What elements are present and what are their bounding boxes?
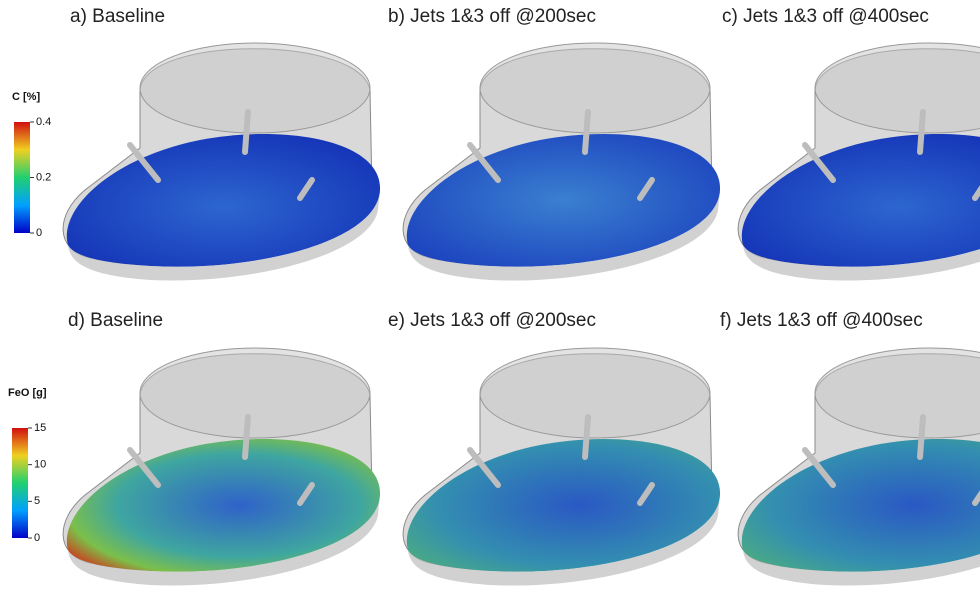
colorbar-tick-label: 0 bbox=[34, 532, 40, 544]
panel bbox=[403, 348, 720, 586]
panel bbox=[403, 43, 720, 281]
colorbar-tick-label: 10 bbox=[34, 459, 46, 471]
lance bbox=[920, 112, 923, 152]
colorbar-tick-label: 0.2 bbox=[36, 171, 51, 183]
liquid bbox=[742, 134, 980, 267]
lance bbox=[585, 417, 588, 457]
colorbar-label: FeO [g] bbox=[8, 387, 47, 399]
colorbar-tick-label: 15 bbox=[34, 422, 46, 434]
lance bbox=[245, 417, 248, 457]
panel-title: a) Baseline bbox=[70, 6, 165, 27]
vessel-rim bbox=[140, 348, 370, 438]
panel bbox=[738, 43, 980, 281]
panel bbox=[63, 43, 380, 281]
vessel-rim bbox=[480, 43, 710, 133]
colorbar bbox=[12, 428, 28, 538]
panel bbox=[63, 348, 380, 586]
panel-title: e) Jets 1&3 off @200sec bbox=[388, 310, 596, 331]
colorbar-tick-label: 5 bbox=[34, 495, 40, 507]
panel-title: f) Jets 1&3 off @400sec bbox=[720, 310, 923, 331]
lance bbox=[920, 417, 923, 457]
lance bbox=[245, 112, 248, 152]
colorbar-tick-label: 0 bbox=[36, 227, 42, 239]
colorbar bbox=[14, 122, 30, 233]
panel-title: b) Jets 1&3 off @200sec bbox=[388, 6, 596, 27]
panel bbox=[738, 348, 980, 586]
colorbar-label: C [%] bbox=[12, 91, 40, 103]
liquid bbox=[742, 439, 980, 572]
figure: a) Baseline b) Jets 1&3 off @200sec c) Jet… bbox=[0, 0, 980, 590]
panel-title: d) Baseline bbox=[68, 310, 163, 331]
panel-title: c) Jets 1&3 off @400sec bbox=[722, 6, 929, 27]
vessel-rim bbox=[140, 43, 370, 133]
vessel-rim bbox=[480, 348, 710, 438]
lance bbox=[585, 112, 588, 152]
colorbar-tick-label: 0.4 bbox=[36, 116, 51, 128]
